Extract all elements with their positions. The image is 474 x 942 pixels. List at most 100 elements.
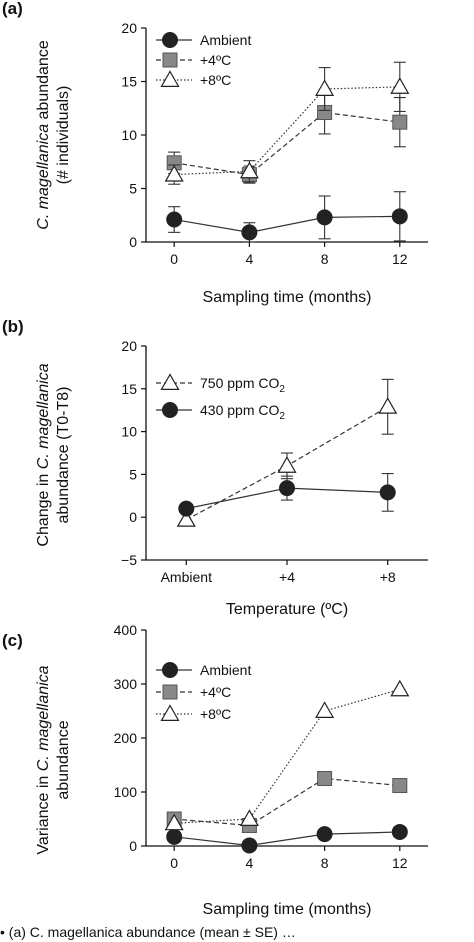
panel-b-xlabel: Temperature (ºC): [226, 601, 348, 618]
panel-c-data-point: [390, 679, 410, 697]
panel-b-legend-label: 750 ppm CO2: [200, 375, 285, 395]
panel-c-xtick-label: 12: [392, 855, 408, 871]
panel-c-legend: Ambient +4ºC +8ºC: [156, 662, 251, 722]
panel-c-ylabel-start: Variance in: [35, 771, 52, 854]
panel-a-plot: 0 5 10 15 20 0 4 8 12 Ambient +4ºC +8ºC: [121, 20, 428, 267]
panel-a-label: (a): [2, 0, 23, 18]
panel-c-legend-label: Ambient: [200, 662, 251, 678]
panel-b-ylabel: Change in C. magellanica: [35, 363, 52, 546]
panel-a-ytick-label: 10: [121, 127, 137, 143]
panel-b-legend-marker: [162, 402, 178, 418]
panel-c-legend-marker: [162, 662, 178, 678]
panel-c-data-point: [166, 828, 183, 845]
panel-c-series-1: [166, 771, 408, 833]
panel-b-legend-subscript: 2: [279, 384, 285, 395]
panel-c-series-2: [164, 679, 410, 831]
panel-c-series-line: [174, 777, 400, 827]
panel-a: (a) 0 5 10 15 20 0 4 8 12 Ambient +4ºC +8ºC C. mage…: [2, 0, 428, 306]
panel-b-series-1: [178, 472, 396, 517]
panel-c-legend-label: +8ºC: [200, 706, 231, 722]
panel-c-ytick-label: 200: [114, 730, 138, 746]
panel-b-data-point: [379, 484, 396, 501]
panel-b-ytick-label: 0: [129, 509, 137, 525]
panel-a-data-point: [392, 114, 408, 130]
panel-a-xlabel: Sampling time (months): [203, 289, 372, 306]
panel-c-ylabel: Variance in C. magellanica: [35, 665, 52, 854]
panel-b-ylabel-line2: abundance (T0-T8): [55, 387, 72, 524]
panel-c-ytick-label: 100: [114, 784, 138, 800]
panel-c-plot: 0 100 200 300 400 0 4 8 12 Ambient +4ºC +8ºC: [114, 622, 428, 871]
panel-b: (b) −5 0 5 10 15 20 Ambient +4 +8 750 ppm CO2 430 …: [2, 317, 428, 618]
panel-c-xtick-label: 4: [246, 855, 254, 871]
panel-b-legend-label: 430 ppm CO2: [200, 402, 285, 422]
panel-a-legend-label: +4ºC: [200, 52, 231, 68]
panel-a-ylabel-italic: C. magellanica: [35, 124, 52, 230]
panel-c-series-line: [174, 688, 400, 824]
panel-a-xtick-label: 12: [392, 251, 408, 267]
panel-c: (c) 0 100 200 300 400 0 4 8 12 Ambient +4ºC +8ºC Va…: [2, 622, 428, 918]
panel-c-data-point: [239, 809, 259, 826]
panel-c-ylabel-italic: C. magellanica: [35, 665, 52, 771]
figure-caption: • (a) C. magellanica abundance (mean ± S…: [0, 924, 296, 940]
panel-a-series-2: [164, 61, 410, 185]
panel-c-xlabel: Sampling time (months): [203, 901, 372, 918]
panel-c-data-point: [315, 701, 335, 718]
panel-c-xtick-label: 0: [170, 855, 178, 871]
panel-a-data-point: [316, 209, 333, 226]
panel-a-data-point: [164, 164, 184, 182]
panel-a-data-point: [315, 79, 335, 96]
panel-b-plot: −5 0 5 10 15 20 Ambient +4 +8 750 ppm CO2 430 ppm …: [121, 338, 428, 585]
panel-a-ylabel-line2: (# individuals): [55, 86, 72, 185]
panel-c-ytick-label: 400: [114, 622, 138, 638]
panel-a-data-point: [239, 161, 259, 179]
panel-b-data-point: [378, 397, 398, 414]
panel-a-data-point: [241, 224, 258, 241]
panel-b-ytick-label: 5: [129, 466, 137, 482]
panel-a-data-point: [390, 77, 410, 94]
panel-b-label: (b): [2, 317, 24, 336]
panel-b-data-point: [178, 500, 195, 517]
panel-b-ytick-label: 10: [121, 424, 137, 440]
panel-a-ylabel-rest: abundance: [35, 40, 52, 124]
panel-b-legend: 750 ppm CO2 430 ppm CO2: [156, 373, 285, 422]
panel-a-series-0: [166, 191, 408, 243]
panel-c-data-point: [164, 813, 184, 831]
panel-c-data-point: [391, 823, 408, 840]
panel-a-legend-label: +8ºC: [200, 72, 231, 88]
panel-b-ytick-label: 15: [121, 381, 137, 397]
panel-b-legend-marker: [160, 373, 180, 390]
panel-b-data-point: [176, 510, 196, 527]
panel-a-xtick-label: 0: [170, 251, 178, 267]
panel-b-ylabel-start: Change in: [35, 469, 52, 546]
panel-c-data-point: [241, 837, 258, 854]
panel-a-xtick-label: 8: [321, 251, 329, 267]
panel-c-series-0: [166, 823, 408, 854]
panel-c-legend-marker: [162, 684, 178, 700]
panel-c-legend-marker: [160, 704, 180, 721]
panel-a-legend-label: Ambient: [200, 32, 251, 48]
panel-a-ylabel: C. magellanica abundance: [35, 40, 52, 230]
panel-c-data-point: [317, 771, 333, 786]
panel-a-ytick-label: 5: [129, 181, 137, 197]
panel-b-ytick-label: 20: [121, 338, 137, 354]
panel-c-label: (c): [2, 631, 23, 650]
panel-a-ytick-label: 0: [129, 234, 137, 250]
panel-a-legend-marker: [160, 70, 180, 87]
panel-a-series-line: [174, 215, 400, 233]
panel-b-ylabel-italic: C. magellanica: [35, 363, 52, 469]
panel-a-series-line: [174, 111, 400, 176]
panel-b-xtick-label: Ambient: [161, 569, 212, 585]
panel-a-ytick-label: 20: [121, 20, 137, 36]
panel-c-ytick-label: 0: [129, 838, 137, 854]
panel-a-data-point: [391, 208, 408, 225]
panel-c-legend-label: +4ºC: [200, 684, 231, 700]
panel-a-data-point: [166, 211, 183, 228]
panel-a-legend-marker: [162, 32, 178, 48]
panel-b-xtick-label: +4: [279, 569, 295, 585]
panel-b-legend-subscript: 2: [279, 411, 285, 422]
panel-b-ytick-label: −5: [121, 552, 137, 568]
panel-b-data-point: [279, 480, 295, 497]
panel-c-xtick-label: 8: [321, 855, 329, 871]
panel-c-series-line: [174, 831, 400, 847]
panel-b-xtick-label: +8: [380, 569, 396, 585]
